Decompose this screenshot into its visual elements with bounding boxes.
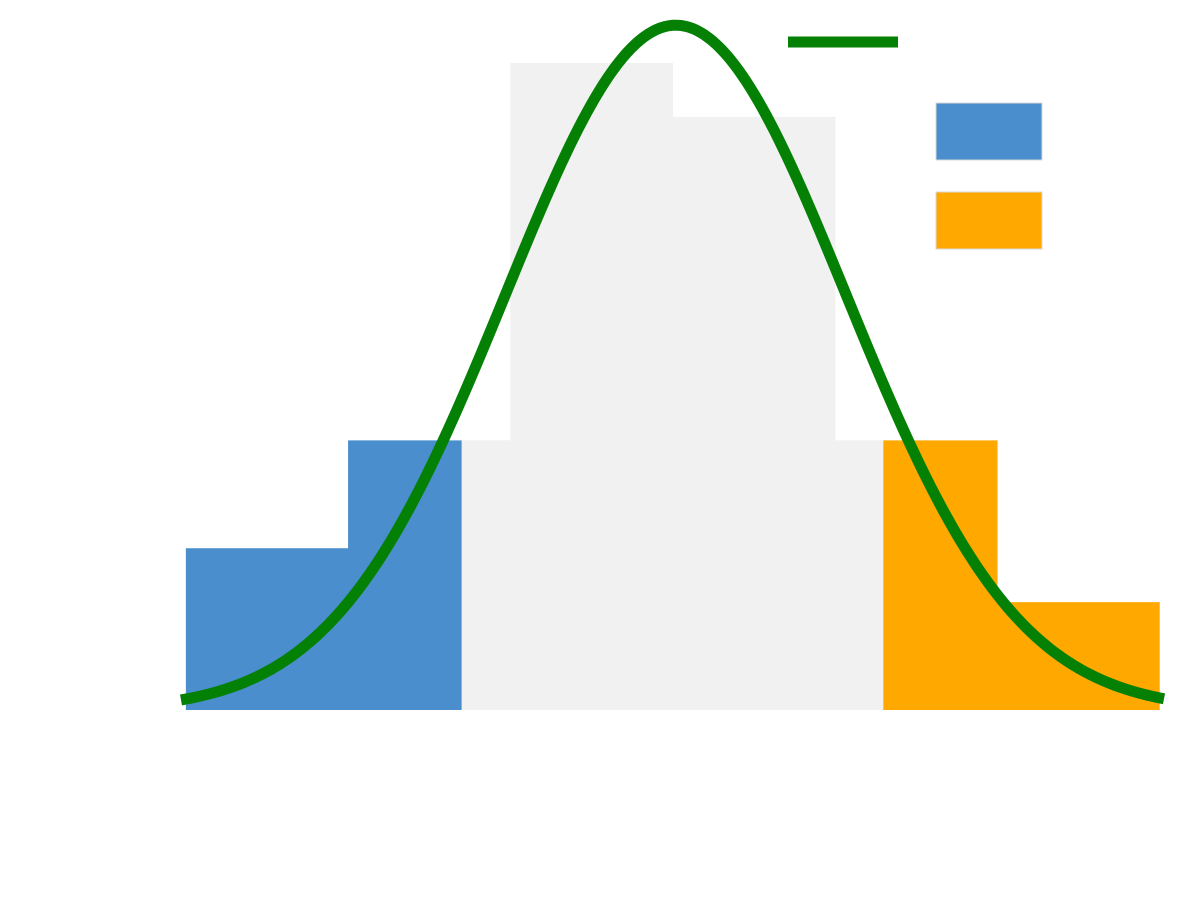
legend-patch-left xyxy=(935,102,1043,161)
bar-middle-5 xyxy=(834,440,884,710)
bar-middle-2 xyxy=(461,440,511,710)
bars-layer xyxy=(185,62,1160,711)
bar-middle-3 xyxy=(510,62,674,711)
normal-curve-line xyxy=(179,19,1166,706)
legend-patch-right xyxy=(935,191,1043,250)
curve-layer xyxy=(179,19,1166,706)
legend xyxy=(788,36,1043,250)
